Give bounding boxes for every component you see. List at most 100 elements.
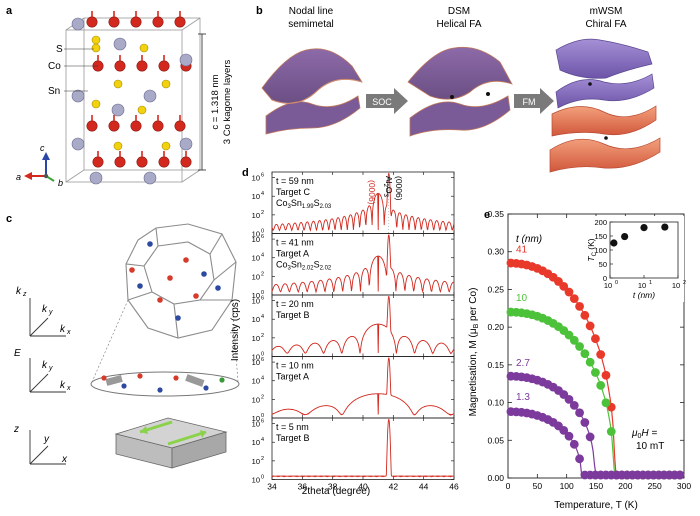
mag-xtick: 150 [589,481,603,491]
svg-text:6: 6 [261,173,264,179]
co-atom [130,120,142,132]
band-surface-dsm [407,46,513,137]
co-atom [152,16,164,28]
sn-atom [143,89,157,103]
mag-data-point [575,342,584,351]
svg-text:0: 0 [261,413,264,419]
xrd-xtick: 34 [267,482,277,492]
field-label-line1: μ0H = [631,428,657,440]
xrd-ytick: 10 [252,457,260,466]
xrd-ytick: 10 [252,235,260,244]
svg-text:0: 0 [261,290,264,296]
xrd-thickness-label: t = 20 nm [276,299,314,309]
xrd-ytick: 10 [252,174,260,183]
svg-text:4: 4 [261,314,264,320]
panel-letter-c: c [6,213,12,225]
axis-c-label: c [40,143,45,153]
xrd-ytick: 10 [252,377,260,386]
axes-k-icon [29,298,66,337]
substrate-peak-label: Al2O3 (0006) [382,176,404,201]
mag-data-point [575,408,584,418]
axis-ky-label: k [42,304,48,315]
inset-ytick: 200 [594,218,607,227]
co-atom [130,16,142,28]
mag-ytick: 0.35 [487,209,504,219]
state2-line2: Helical FA [436,19,481,30]
weyl-point [129,267,135,273]
soc-arrow: SOC [366,88,408,114]
inset-data-point [610,239,618,247]
mag-data-point [596,381,606,390]
xrd-ytick: 10 [252,353,260,362]
mag-data-point [569,335,579,345]
inset-xtick: 10 [638,281,646,290]
panel-letter-b: b [256,5,263,17]
surface-bz [90,371,240,397]
inset-ytick: 150 [594,232,607,241]
sn-atom [71,17,85,31]
weyl-point [201,271,207,277]
inset-data-point [661,223,669,231]
mag-ylabel: Magnetisation, M (μB per Co) [468,288,480,417]
magnetisation-plot: 0 50 100 150 200 250 3000.000.050.100.150.200.… [487,209,691,491]
mag-data-point [580,349,590,359]
xrd-ytick: 10 [252,334,260,343]
weyl-point [137,283,143,289]
co-atom [158,60,170,72]
svg-text:y: y [48,309,53,316]
xrd-ytick: 10 [252,230,260,239]
svg-text:2: 2 [261,210,264,216]
fm-arrow: FM [514,88,554,114]
mag-data-point [559,425,569,435]
svg-text:0: 0 [261,229,264,235]
axis-a-label: a [16,172,21,182]
xrd-ytick: 10 [252,254,260,263]
s-atom [91,35,101,45]
svg-text:SOC: SOC [372,97,392,107]
mag-data-point [601,398,611,408]
svg-text:1: 1 [649,280,652,286]
s-atom [161,141,171,151]
mag-series-label: 41 [516,245,528,256]
xrd-xtick: 44 [419,482,429,492]
s-atom [91,99,101,109]
axis-y-label: y [43,434,50,445]
xrd-xtick: 40 [358,482,368,492]
xrd-ytick: 10 [252,211,260,220]
axes-xyz-icon [29,430,66,465]
mag-data-point [564,394,574,404]
mag-data-point [575,454,584,464]
mag-ytick: 0.25 [487,284,504,294]
weyl-point [157,297,163,303]
kagome-layers-label: 3 Co kagome layers [222,60,233,145]
co-atom [114,156,126,168]
svg-text:x: x [66,329,71,336]
mag-data-point [569,439,579,449]
svg-text:4: 4 [261,376,264,382]
sn-atom [71,137,85,151]
weyl-point [183,257,189,263]
xrd-ytick: 10 [252,358,260,367]
svg-text:(0006): (0006) [394,176,404,201]
axis-x-label: x [61,454,68,465]
mag-data-point [580,310,590,320]
inset-xtick: 10 [672,281,680,290]
weyl-point [147,241,153,247]
mag-series-label: 1.3 [516,392,530,403]
svg-text:0: 0 [261,352,264,358]
brillouin-zone [125,223,237,339]
mag-xtick: 200 [618,481,632,491]
svg-text:4: 4 [261,191,264,197]
inset-ytick: 0 [603,274,607,283]
fermi-arcs [101,373,225,393]
inset-data-point [640,224,648,232]
weyl-point [193,293,199,299]
svg-text:2: 2 [261,456,264,462]
mag-data-point [591,334,600,344]
sn-atom [113,37,127,51]
xrd-curve [271,357,455,416]
mag-data-point [675,470,685,480]
mag-ytick: 0.05 [487,435,504,445]
panel-a: a S Co Sn c = 1.318 nm 3 Co kagome layer… [6,5,233,188]
